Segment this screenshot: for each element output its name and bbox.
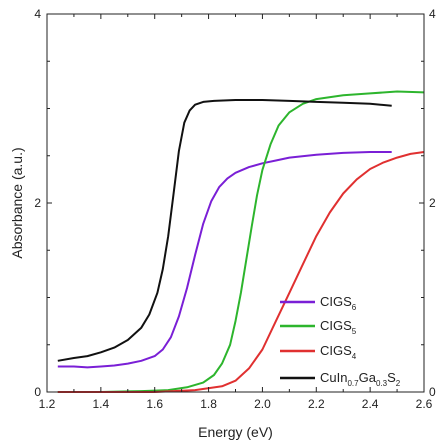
series-line-2 xyxy=(57,151,425,393)
y-tick-label-right: 2 xyxy=(429,196,436,210)
x-tick-label: 2.2 xyxy=(308,397,325,411)
x-tick-label: 2.6 xyxy=(416,397,433,411)
legend-label-2: CIGS4 xyxy=(320,343,357,361)
series-line-1 xyxy=(57,90,425,393)
x-tick-label: 2.4 xyxy=(362,397,379,411)
x-axis-title: Energy (eV) xyxy=(198,424,273,440)
y-tick-label-left: 0 xyxy=(34,385,41,399)
x-tick-label: 1.4 xyxy=(93,397,110,411)
y-axis-title: Absorbance (a.u.) xyxy=(9,147,25,258)
x-tick-label: 1.6 xyxy=(146,397,163,411)
y-tick-label-right: 0 xyxy=(429,385,436,399)
legend-label-1: CIGS5 xyxy=(320,318,357,336)
series-line-0 xyxy=(57,151,392,369)
y-tick-label-left: 4 xyxy=(34,7,41,21)
x-tick-label: 2.0 xyxy=(254,397,271,411)
y-tick-label-left: 2 xyxy=(34,196,41,210)
series-line-3 xyxy=(57,99,392,362)
x-tick-label: 1.2 xyxy=(39,397,56,411)
y-tick-label-right: 4 xyxy=(429,7,436,21)
plot-frame xyxy=(46,13,425,393)
x-tick-label: 1.8 xyxy=(200,397,217,411)
legend-label-0: CIGS6 xyxy=(320,294,357,312)
legend: CIGS6 CIGS5 CIGS4 CuIn0.7Ga0.3S2 xyxy=(280,294,401,388)
series-lines xyxy=(57,90,425,393)
legend-label-3: CuIn0.7Ga0.3S2 xyxy=(320,370,401,388)
